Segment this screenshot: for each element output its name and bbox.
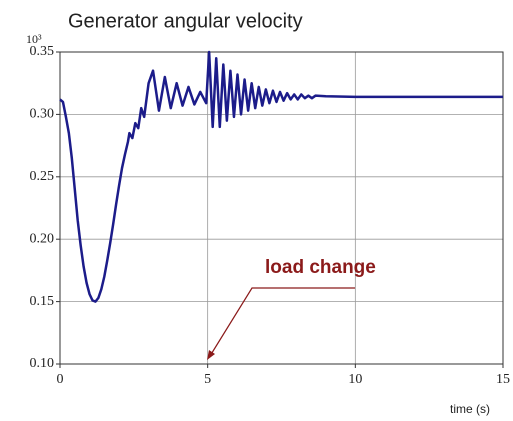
y-tick-label: 0.30 bbox=[30, 107, 55, 122]
x-tick-label: 5 bbox=[204, 372, 211, 387]
arrow-head bbox=[207, 350, 215, 360]
x-tick-label: 0 bbox=[57, 372, 64, 387]
y-tick-label: 0.35 bbox=[30, 44, 55, 59]
y-tick-label: 0.10 bbox=[30, 356, 55, 371]
x-axis-label: time (s) bbox=[450, 402, 490, 416]
y-multiplier: 10³ bbox=[26, 32, 42, 46]
annotation: load change bbox=[265, 257, 376, 278]
x-tick-label: 15 bbox=[496, 372, 510, 387]
plot-frame bbox=[59, 51, 504, 365]
y-tick-label: 0.20 bbox=[30, 231, 55, 246]
annotation-arrow bbox=[209, 287, 355, 357]
marks bbox=[59, 50, 503, 303]
y-tick-label: 0.25 bbox=[30, 169, 55, 184]
grid bbox=[56, 51, 504, 368]
x-tick-label: 10 bbox=[348, 372, 362, 387]
line-series bbox=[59, 50, 503, 303]
chart-title: Generator angular velocity bbox=[68, 10, 303, 32]
y-tick-label: 0.15 bbox=[30, 294, 55, 309]
